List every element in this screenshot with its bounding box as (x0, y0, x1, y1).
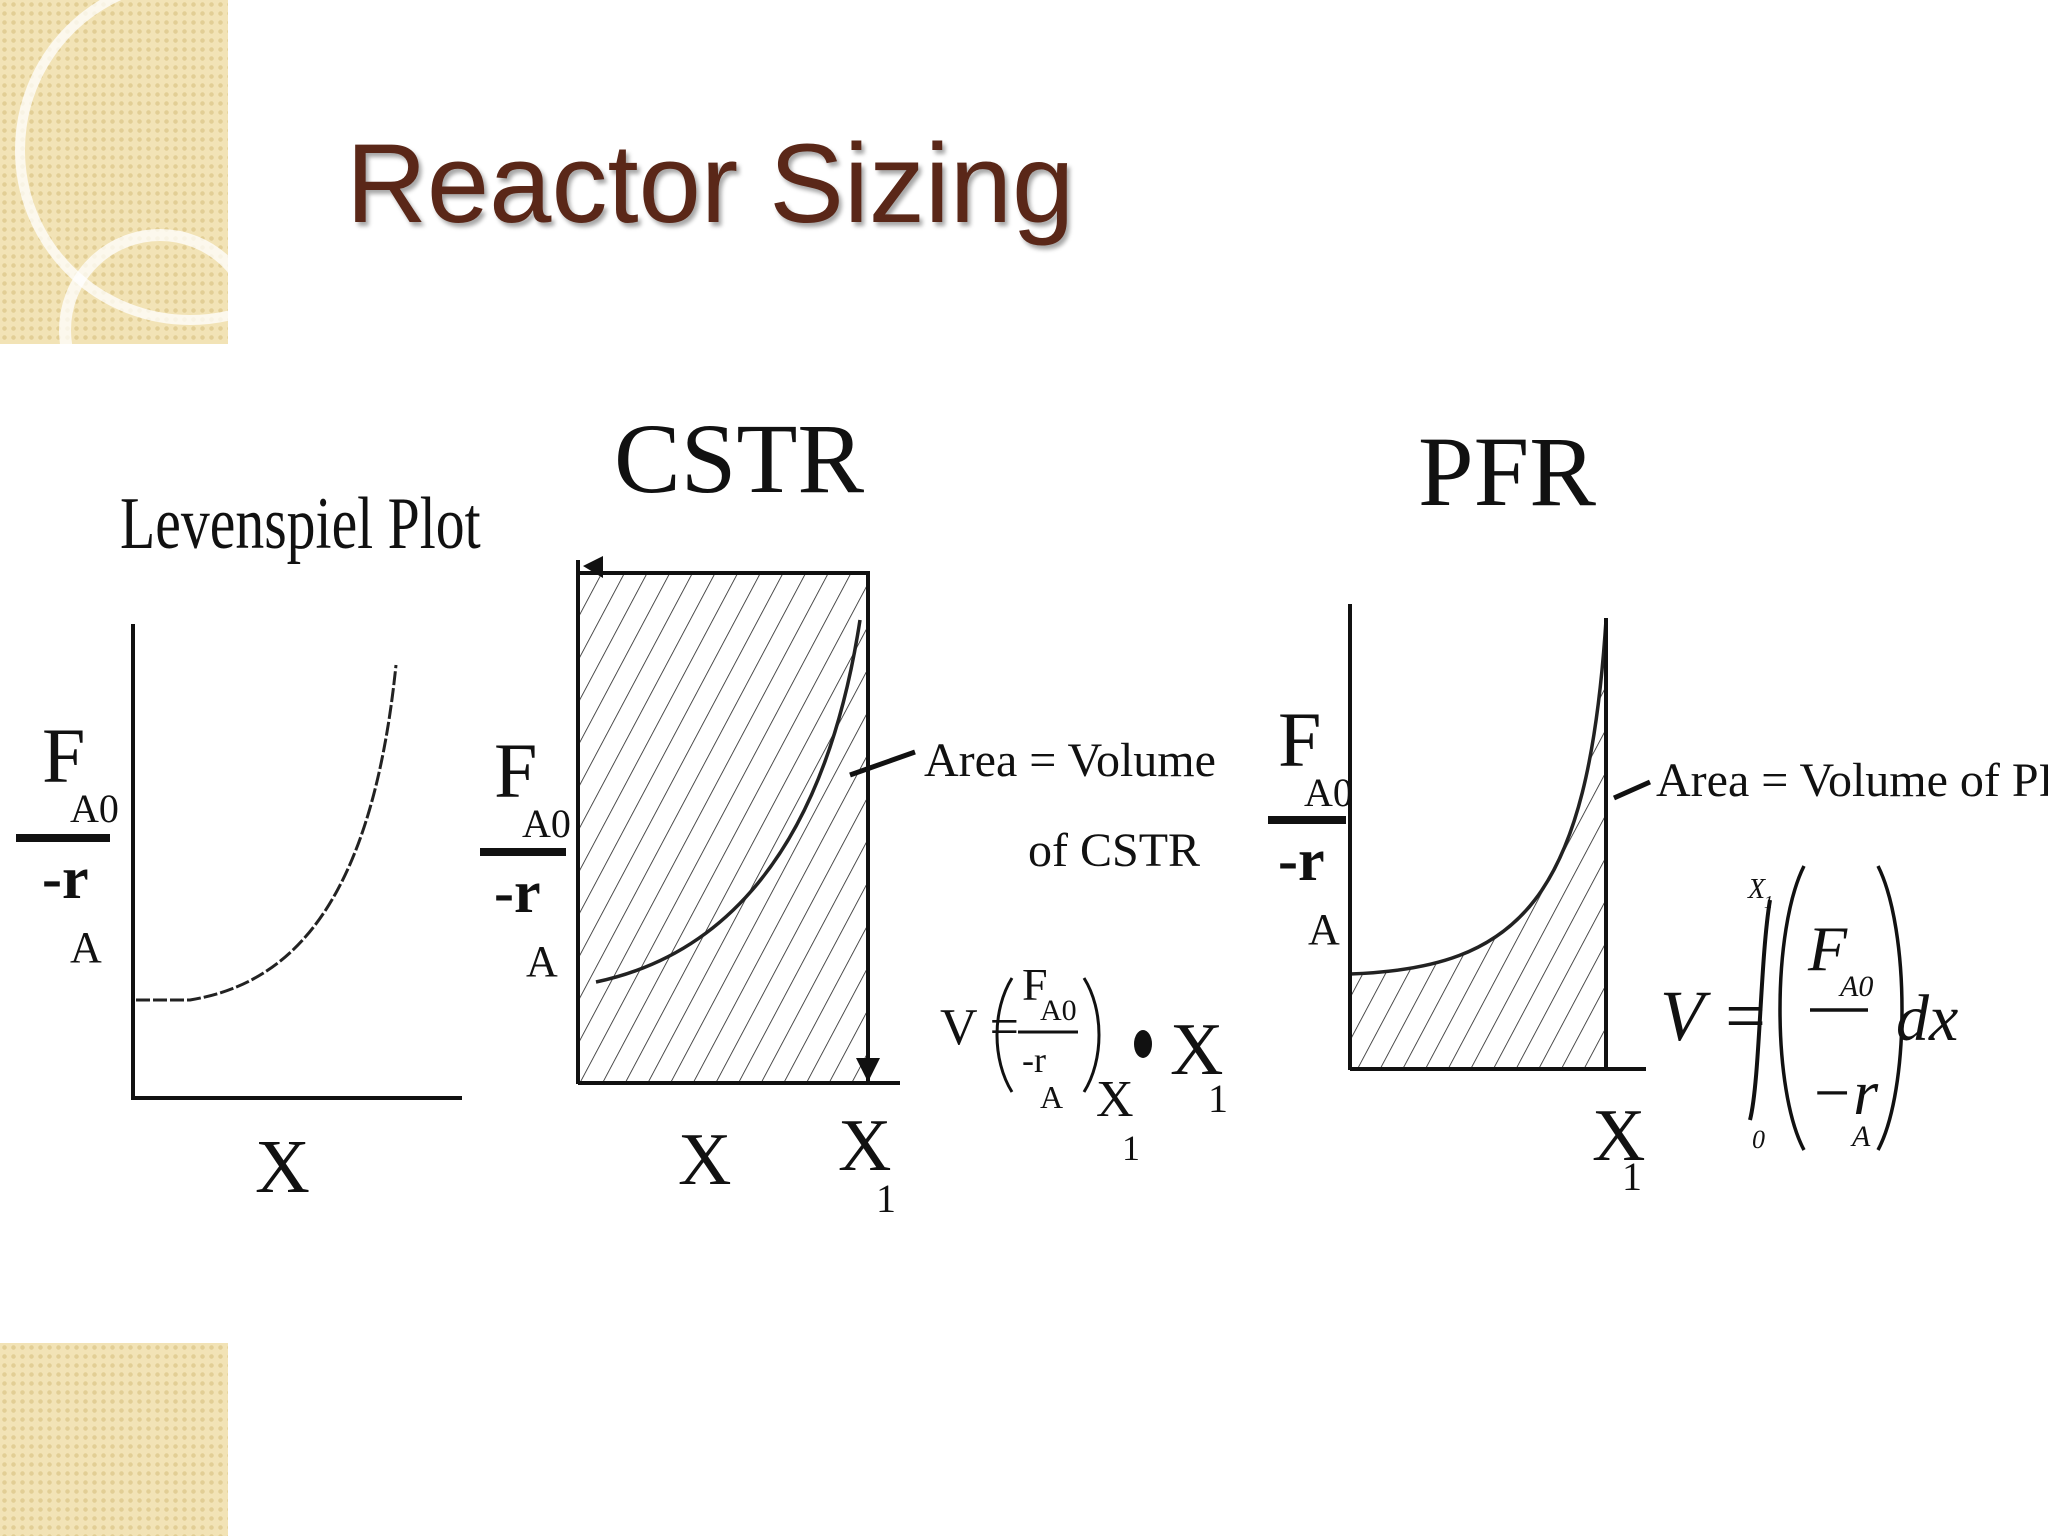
cstr-bottom-arrow (856, 1058, 880, 1082)
cstr-eq-right-paren (1082, 977, 1101, 1093)
pfr-eq-right-paren (1876, 865, 1904, 1151)
cstr-eq-den: -r (1022, 1040, 1046, 1080)
cstr-x-label: X (678, 1119, 731, 1201)
pfr-eq-integral-sign (1748, 899, 1772, 1121)
levenspiel-x-label: X (255, 1125, 310, 1209)
cstr-x1-sub: 1 (876, 1176, 896, 1221)
cstr-equation: V = F A0 -r A X 1 X 1 (940, 959, 1228, 1168)
pfr-eq-num-sub: A0 (1838, 970, 1873, 1003)
levenspiel-y-den: -r (42, 845, 89, 911)
cstr-eq-left-paren (995, 977, 1014, 1093)
pfr-x1-label: X (1592, 1095, 1645, 1177)
cstr-curve (595, 619, 862, 984)
corner-decoration-top (0, 0, 228, 344)
decorative-rings (15, 0, 228, 344)
pfr-y-num-sub: A0 (1304, 770, 1353, 815)
pfr-eq-den: −r (1810, 1057, 1879, 1128)
pfr-y-den: -r (1278, 827, 1325, 893)
cstr-top-arrow (583, 556, 603, 578)
pfr-eq-v: V = (1660, 976, 1769, 1056)
levenspiel-y-den-sub: A (70, 923, 102, 972)
slide-title: Reactor Sizing (346, 121, 1075, 246)
cstr-eq-den-sub: A (1040, 1079, 1063, 1115)
cstr-eq-multiply-dot (1134, 1030, 1152, 1058)
pfr-y-num: F (1278, 696, 1321, 783)
pfr-x1-sub: 1 (1622, 1154, 1642, 1199)
corner-decoration-bottom (0, 1343, 228, 1536)
pfr-area-label: Area = Volume of PFR (1656, 754, 2048, 807)
pfr-eq-num: F (1807, 913, 1848, 984)
pfr-curve (1349, 619, 1608, 976)
cstr-area-line2: of CSTR (1028, 824, 1200, 877)
levenspiel-heading: Levenspiel Plot (120, 483, 481, 564)
cstr-eq-v: V = (940, 999, 1019, 1056)
levenspiel-curve (136, 664, 398, 1002)
levenspiel-panel: Levenspiel Plot F A0 -r A X (16, 483, 481, 1209)
cstr-panel: CSTR F A0 -r A X X 1 Area = Volume of CS… (480, 403, 1228, 1221)
levenspiel-y-num: F (42, 712, 85, 799)
cstr-y-num: F (494, 727, 537, 814)
cstr-eq-eval-sub: 1 (1122, 1128, 1140, 1168)
cstr-y-den-sub: A (526, 937, 558, 986)
cstr-rectangle-border (578, 571, 870, 1082)
pfr-eq-upper: X (1747, 874, 1766, 905)
cstr-area-pointer (849, 749, 916, 778)
cstr-eq-num: F (1022, 959, 1048, 1010)
pfr-heading: PFR (1418, 416, 1596, 527)
pfr-eq-upper-sub: 1 (1764, 892, 1773, 912)
pfr-y-den-sub: A (1308, 905, 1340, 954)
pfr-eq-dx: dx (1896, 982, 1958, 1055)
pfr-equation: V = X 1 0 F A0 −r A dx (1660, 865, 1958, 1154)
cstr-eq-eval: X (1096, 1071, 1134, 1128)
pfr-area-pointer (1612, 779, 1652, 801)
pfr-eq-den-sub: A (1850, 1120, 1871, 1153)
cstr-hatched-area (578, 573, 868, 1082)
cstr-eq-num-sub: A0 (1040, 994, 1077, 1027)
pfr-hatched-area (1350, 620, 1606, 1068)
cstr-area-line1: Area = Volume (924, 734, 1216, 787)
cstr-x1-label: X (838, 1105, 891, 1187)
pfr-eq-left-paren (1778, 865, 1806, 1151)
cstr-heading: CSTR (614, 403, 864, 514)
pfr-eq-lower: 0 (1752, 1125, 1765, 1154)
pfr-panel: PFR F A0 -r A X 1 Area = Volume of PFR V… (1268, 416, 2048, 1199)
cstr-y-num-sub: A0 (522, 801, 571, 846)
cstr-eq-x1: X (1170, 1009, 1223, 1091)
levenspiel-y-num-sub: A0 (70, 786, 119, 831)
cstr-eq-x1-sub: 1 (1208, 1076, 1228, 1121)
cstr-y-den: -r (494, 859, 541, 925)
